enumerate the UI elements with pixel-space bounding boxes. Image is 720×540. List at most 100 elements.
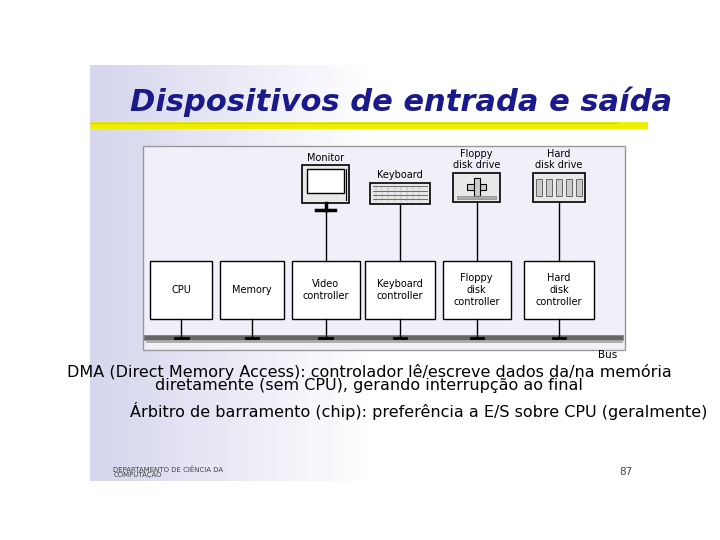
Bar [145, 65, 153, 481]
Bar [279, 65, 285, 481]
Text: Árbitro de barramento (chip): preferência a E/S sobre CPU (geralmente): Árbitro de barramento (chip): preferênci… [130, 402, 708, 420]
Bar [557, 65, 564, 481]
Bar [111, 65, 118, 481]
Bar [90, 65, 97, 481]
FancyBboxPatch shape [536, 179, 542, 195]
Text: Monitor: Monitor [307, 153, 344, 163]
Text: DEPARTAMENTO DE CIÊNCIA DA: DEPARTAMENTO DE CIÊNCIA DA [113, 467, 223, 473]
Bar [258, 65, 264, 481]
Bar [404, 65, 411, 481]
Bar [222, 65, 230, 481]
Bar [578, 65, 585, 481]
FancyBboxPatch shape [220, 261, 284, 319]
Bar [474, 65, 481, 481]
Bar [118, 65, 125, 481]
Bar [153, 65, 160, 481]
Bar [606, 65, 613, 481]
Text: Bus: Bus [598, 350, 617, 361]
Bar [194, 65, 202, 481]
Bar [139, 65, 145, 481]
Bar [236, 65, 243, 481]
FancyBboxPatch shape [576, 179, 582, 195]
FancyBboxPatch shape [457, 195, 496, 199]
Bar [536, 65, 544, 481]
Bar [300, 65, 306, 481]
Text: Hard
disk drive: Hard disk drive [535, 150, 582, 170]
Bar [418, 65, 425, 481]
FancyBboxPatch shape [302, 165, 349, 204]
Bar [264, 65, 271, 481]
Bar [306, 65, 313, 481]
FancyBboxPatch shape [467, 184, 486, 190]
Text: DMA (Direct Memory Access): controlador lê/escreve dados da/na memória: DMA (Direct Memory Access): controlador … [67, 363, 671, 380]
Bar [188, 65, 194, 481]
Bar [523, 65, 529, 481]
FancyBboxPatch shape [566, 179, 572, 195]
Bar [495, 65, 502, 481]
Bar [313, 65, 320, 481]
Bar [376, 65, 383, 481]
Bar [341, 65, 348, 481]
FancyBboxPatch shape [443, 261, 510, 319]
FancyBboxPatch shape [533, 173, 585, 202]
Bar [599, 65, 606, 481]
Bar [620, 65, 627, 481]
Bar [544, 65, 550, 481]
Text: Video
controller: Video controller [302, 279, 349, 301]
Bar [481, 65, 487, 481]
Bar [230, 65, 236, 481]
Text: Keyboard: Keyboard [377, 170, 423, 180]
Bar [432, 65, 438, 481]
Bar [160, 65, 167, 481]
Bar [459, 65, 467, 481]
Bar [516, 65, 523, 481]
Bar [202, 65, 209, 481]
Bar [397, 65, 404, 481]
Bar [251, 65, 258, 481]
Bar [634, 65, 641, 481]
Text: Hard
disk
controller: Hard disk controller [536, 273, 582, 307]
Bar [132, 65, 139, 481]
Text: Floppy
disk drive: Floppy disk drive [453, 150, 500, 170]
Bar [411, 65, 418, 481]
Bar [453, 65, 459, 481]
Bar [425, 65, 432, 481]
Bar [348, 65, 355, 481]
Bar [585, 65, 593, 481]
FancyBboxPatch shape [365, 261, 435, 319]
Bar [104, 65, 111, 481]
Bar [215, 65, 222, 481]
Text: CPU: CPU [171, 285, 192, 295]
Bar [320, 65, 327, 481]
Bar [383, 65, 390, 481]
Bar [564, 65, 571, 481]
Bar [593, 65, 599, 481]
FancyBboxPatch shape [307, 168, 344, 193]
Bar [243, 65, 251, 481]
Bar [292, 65, 300, 481]
Bar [627, 65, 634, 481]
Bar [174, 65, 181, 481]
Text: 87: 87 [619, 467, 632, 477]
Bar [97, 65, 104, 481]
Text: Memory: Memory [232, 285, 271, 295]
FancyBboxPatch shape [454, 173, 500, 202]
Bar [438, 65, 446, 481]
Text: Floppy
disk
controller: Floppy disk controller [454, 273, 500, 307]
Bar [285, 65, 292, 481]
Bar [369, 65, 376, 481]
FancyBboxPatch shape [474, 178, 480, 197]
FancyBboxPatch shape [370, 183, 431, 204]
Bar [641, 65, 648, 481]
Bar [181, 65, 188, 481]
Bar [390, 65, 397, 481]
Bar [271, 65, 279, 481]
Text: COMPUTAÇÃO: COMPUTAÇÃO [113, 470, 162, 478]
Bar [613, 65, 620, 481]
FancyBboxPatch shape [556, 179, 562, 195]
Bar [167, 65, 174, 481]
Bar [355, 65, 362, 481]
FancyBboxPatch shape [143, 146, 625, 350]
FancyBboxPatch shape [150, 261, 212, 319]
Bar [550, 65, 557, 481]
